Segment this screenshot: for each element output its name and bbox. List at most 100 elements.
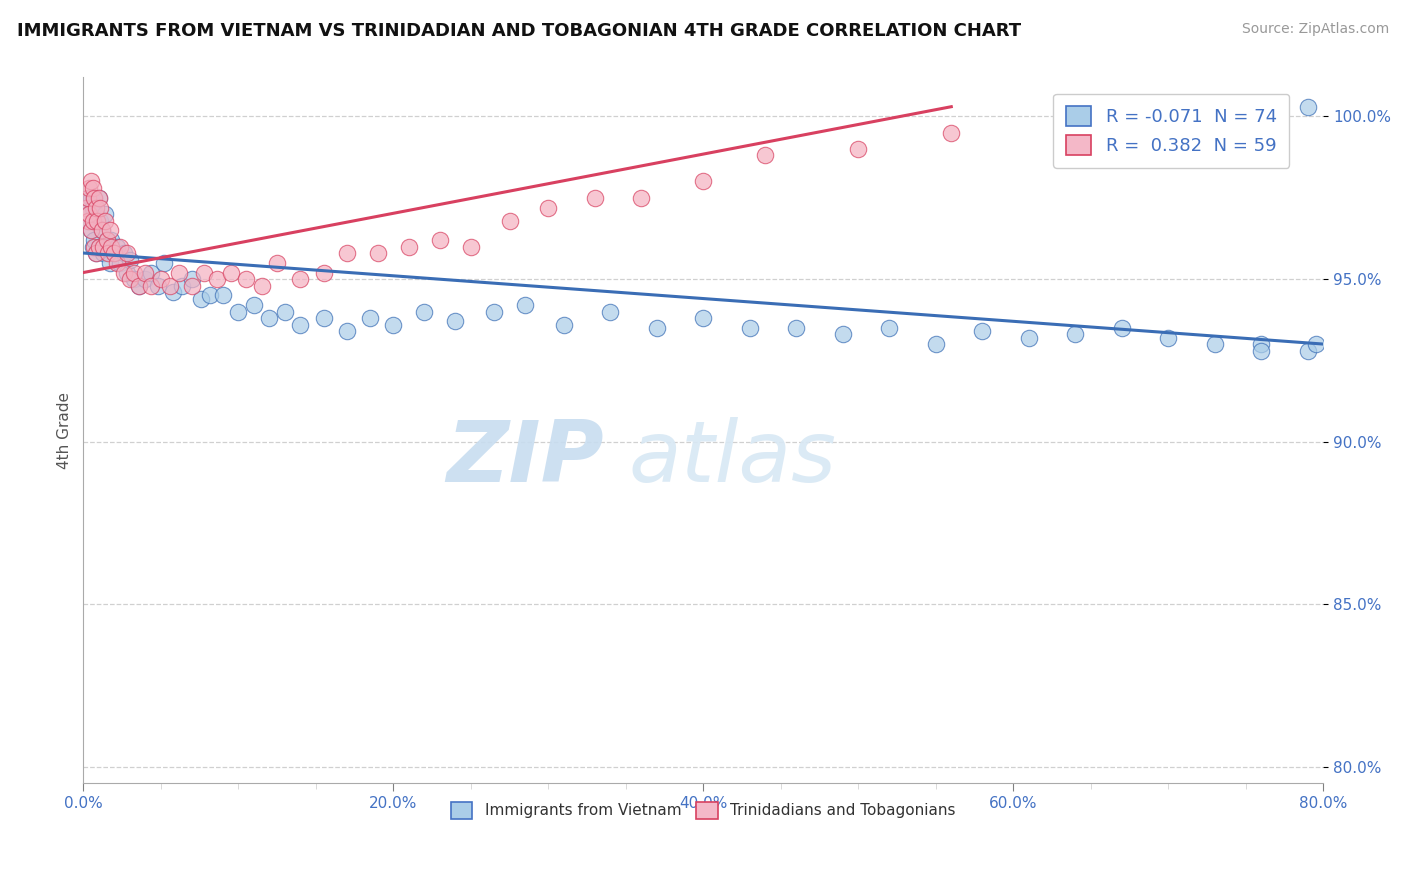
Point [630, 191, 652, 205]
Point [243, 298, 266, 312]
Point [172, 278, 194, 293]
Point [97, 246, 120, 260]
Point [754, 148, 776, 162]
Point [79, 213, 101, 227]
Point [93, 246, 115, 260]
Point [1250, 343, 1272, 358]
Point [1018, 330, 1040, 344]
Point [128, 278, 150, 293]
Point [1204, 337, 1226, 351]
Point [219, 266, 242, 280]
Point [80, 174, 103, 188]
Text: Source: ZipAtlas.com: Source: ZipAtlas.com [1241, 22, 1389, 37]
Point [200, 288, 222, 302]
Point [645, 321, 668, 335]
Point [80, 223, 103, 237]
Point [583, 191, 606, 205]
Point [77, 191, 100, 205]
Point [79, 207, 101, 221]
Point [1157, 330, 1180, 344]
Point [82, 201, 104, 215]
Point [259, 311, 281, 326]
Point [97, 239, 120, 253]
Point [98, 223, 121, 237]
Point [180, 278, 202, 293]
Point [115, 266, 138, 280]
Point [146, 278, 169, 293]
Point [115, 246, 138, 260]
Point [103, 246, 125, 260]
Point [1250, 337, 1272, 351]
Point [100, 233, 122, 247]
Point [80, 191, 103, 205]
Point [785, 321, 807, 335]
Point [1064, 327, 1087, 342]
Point [482, 304, 505, 318]
Point [1111, 321, 1133, 335]
Point [211, 288, 233, 302]
Point [83, 191, 105, 205]
Point [110, 239, 132, 253]
Point [141, 278, 163, 293]
Point [941, 126, 963, 140]
Point [83, 233, 105, 247]
Point [80, 223, 103, 237]
Point [460, 239, 482, 253]
Point [831, 327, 853, 342]
Point [336, 324, 359, 338]
Point [83, 239, 105, 253]
Point [87, 239, 110, 253]
Text: IMMIGRANTS FROM VIETNAM VS TRINIDADIAN AND TOBAGONIAN 4TH GRADE CORRELATION CHAR: IMMIGRANTS FROM VIETNAM VS TRINIDADIAN A… [17, 22, 1021, 40]
Point [382, 318, 405, 332]
Point [87, 191, 110, 205]
Point [96, 233, 118, 247]
Point [274, 304, 297, 318]
Point [134, 266, 156, 280]
Point [250, 278, 273, 293]
Point [1296, 343, 1319, 358]
Point [537, 201, 560, 215]
Point [429, 233, 451, 247]
Point [553, 318, 575, 332]
Point [79, 207, 101, 221]
Point [336, 246, 359, 260]
Point [90, 223, 112, 237]
Legend: Immigrants from Vietnam, Trinidadians and Tobagonians: Immigrants from Vietnam, Trinidadians an… [444, 796, 962, 825]
Point [444, 314, 467, 328]
Point [89, 201, 111, 215]
Point [925, 337, 948, 351]
Point [413, 304, 436, 318]
Point [149, 272, 172, 286]
Point [235, 272, 257, 286]
Point [94, 207, 117, 221]
Point [87, 191, 110, 205]
Point [84, 246, 107, 260]
Point [84, 246, 107, 260]
Point [128, 278, 150, 293]
Point [193, 266, 215, 280]
Point [90, 223, 112, 237]
Point [118, 252, 141, 267]
Point [86, 213, 108, 227]
Point [77, 213, 100, 227]
Point [75, 201, 97, 215]
Point [110, 256, 132, 270]
Point [205, 272, 228, 286]
Point [972, 324, 994, 338]
Text: atlas: atlas [628, 417, 837, 500]
Point [112, 266, 135, 280]
Point [266, 256, 288, 270]
Point [105, 239, 128, 253]
Point [98, 256, 121, 270]
Point [162, 285, 184, 299]
Point [100, 239, 122, 253]
Point [1305, 337, 1327, 351]
Point [84, 207, 107, 221]
Point [82, 181, 104, 195]
Point [87, 239, 110, 253]
Point [75, 201, 97, 215]
Y-axis label: 4th Grade: 4th Grade [58, 392, 72, 468]
Point [312, 311, 335, 326]
Point [599, 304, 621, 318]
Point [77, 191, 100, 205]
